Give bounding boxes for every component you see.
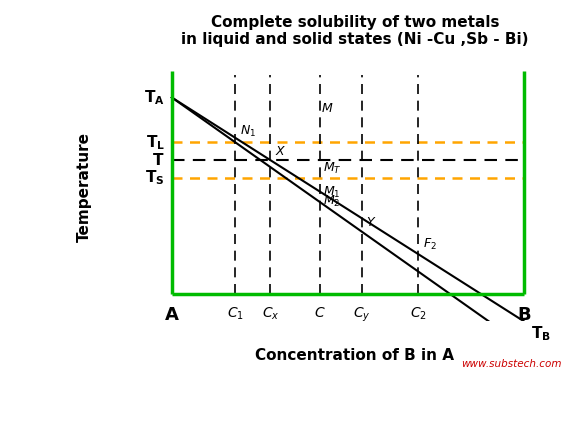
Text: $\mathbf{T_A}$: $\mathbf{T_A}$: [144, 88, 165, 107]
Text: $Y$: $Y$: [367, 216, 377, 229]
Text: $\mathbf{T}$: $\mathbf{T}$: [152, 152, 165, 168]
Text: $\mathbf{T_S}$: $\mathbf{T_S}$: [145, 169, 165, 187]
Text: $\mathbf{T_L}$: $\mathbf{T_L}$: [146, 133, 165, 152]
Text: $C_y$: $C_y$: [353, 305, 371, 324]
Text: B: B: [517, 305, 530, 323]
Text: $F_2$: $F_2$: [423, 237, 436, 252]
Text: $M_1$: $M_1$: [323, 184, 340, 200]
Text: $N_1$: $N_1$: [240, 124, 256, 139]
Text: $M_T$: $M_T$: [323, 161, 342, 177]
Text: $M_2$: $M_2$: [323, 194, 340, 209]
Text: $M$: $M$: [321, 102, 334, 115]
Text: $C$: $C$: [314, 305, 325, 319]
Text: www.substech.com: www.substech.com: [461, 359, 562, 369]
Text: $C_1$: $C_1$: [227, 305, 243, 322]
Text: Concentration of B in A: Concentration of B in A: [255, 348, 454, 363]
Text: A: A: [165, 305, 179, 323]
Text: $C_x$: $C_x$: [261, 305, 279, 322]
Title: Complete solubility of two metals
in liquid and solid states (Ni -Cu ,Sb - Bi): Complete solubility of two metals in liq…: [181, 15, 529, 47]
Text: $\mathbf{T_B}$: $\mathbf{T_B}$: [531, 324, 551, 343]
Text: Temperature: Temperature: [77, 132, 92, 242]
Text: $C_2$: $C_2$: [410, 305, 426, 322]
Text: $X$: $X$: [275, 145, 286, 158]
